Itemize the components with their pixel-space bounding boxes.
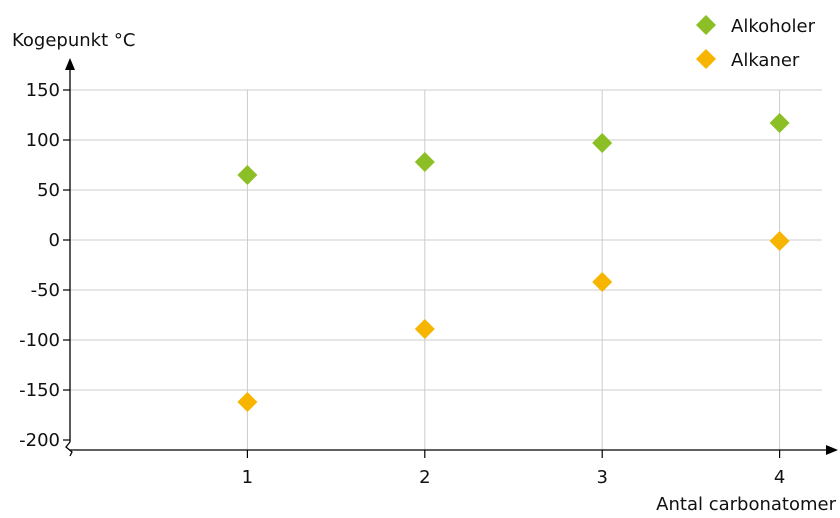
legend-label-alkaner: Alkaner	[731, 50, 800, 71]
x-axis-label: Antal carbonatomer	[656, 494, 836, 515]
y-tick-label: 100	[26, 130, 60, 151]
y-tick-label: 150	[26, 80, 60, 101]
x-tick-label: 4	[774, 467, 785, 488]
legend: Alkoholer Alkaner	[696, 15, 816, 71]
legend-marker-alkaner	[696, 49, 716, 69]
x-axis-arrow	[826, 445, 838, 455]
x-tick-label: 3	[596, 467, 607, 488]
y-tick-label: 0	[49, 230, 60, 251]
y-tick-label: -50	[31, 280, 60, 301]
y-axis-label: Kogepunkt °C	[12, 30, 135, 51]
axis-break-mark	[65, 441, 73, 457]
alkoholer-point-4	[769, 113, 790, 133]
y-tick-label: -150	[19, 380, 60, 401]
alkaner-point-4	[769, 231, 790, 251]
axes	[63, 58, 838, 458]
legend-label-alkoholer: Alkoholer	[731, 16, 816, 37]
alkaner-point-2	[414, 319, 435, 339]
y-tick-label: -200	[19, 430, 60, 451]
alkoholer-point-1	[237, 165, 258, 185]
x-tick-label: 1	[242, 467, 253, 488]
alkaner-point-3	[592, 272, 613, 292]
y-tick-label: 50	[37, 180, 60, 201]
tick-labels: 150 100 50 0 -50 -100 -150 -200 1 2 3 4	[19, 80, 785, 488]
gridlines	[70, 89, 822, 450]
alkoholer-point-2	[414, 152, 435, 172]
y-tick-label: -100	[19, 330, 60, 351]
alkoholer-point-3	[592, 133, 613, 153]
data-points	[237, 113, 790, 412]
legend-marker-alkoholer	[696, 15, 716, 35]
y-axis-arrow	[65, 58, 75, 70]
x-tick-label: 2	[419, 467, 430, 488]
alkaner-point-1	[237, 392, 258, 412]
